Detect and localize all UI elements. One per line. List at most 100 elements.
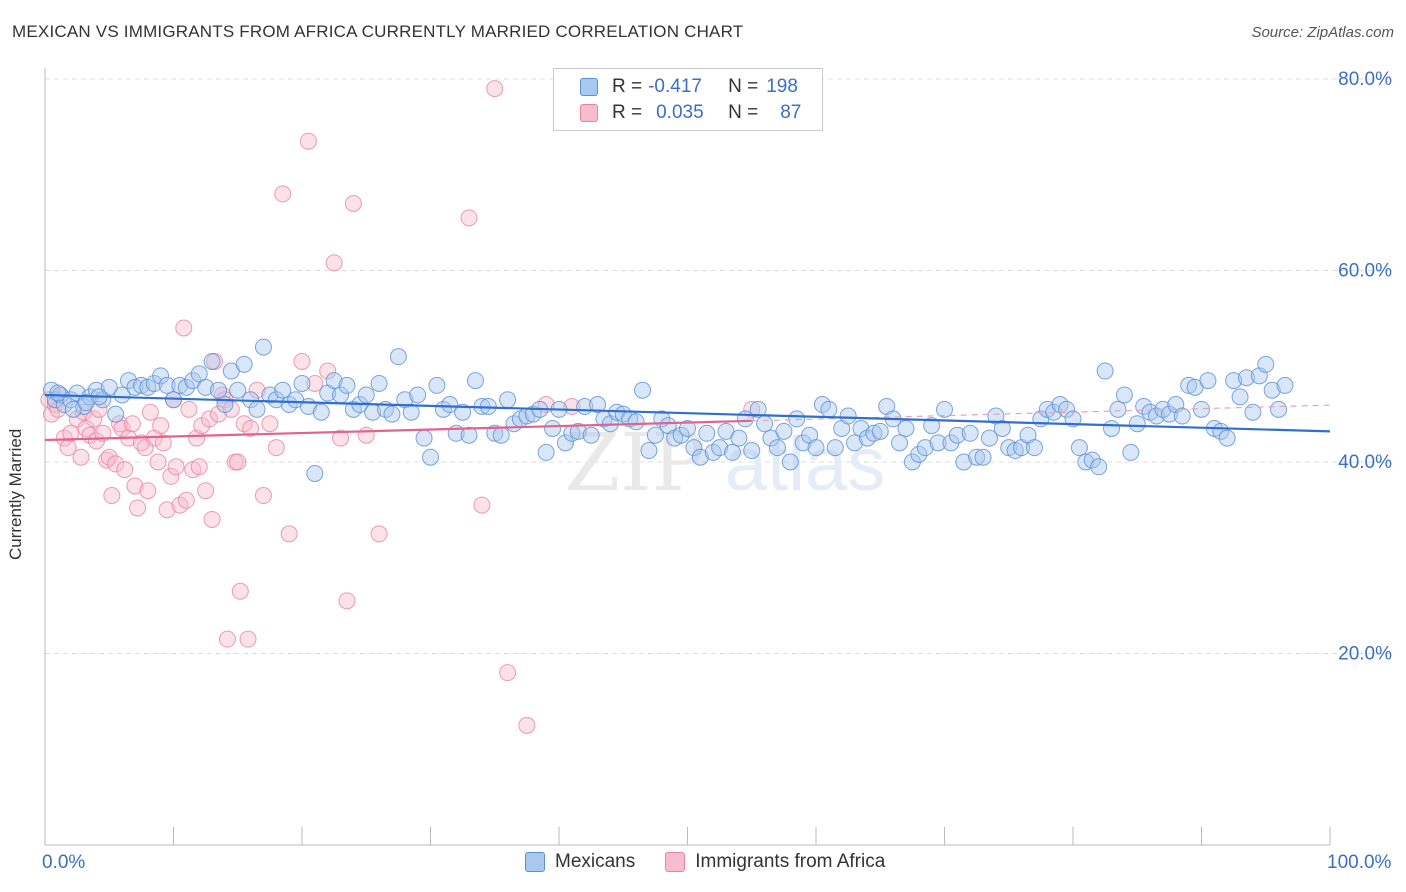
source-credit: Source: ZipAtlas.com: [1251, 24, 1394, 41]
mexicans-point: [749, 400, 767, 418]
africa-point: [274, 185, 292, 203]
mexicans-point: [1090, 458, 1108, 476]
mexicans-point: [788, 410, 806, 428]
correlation-legend: R = -0.417 N = 198 R = 0.035 N = 87: [553, 68, 823, 131]
mexicans-point: [338, 376, 356, 394]
africa-point: [62, 424, 80, 442]
africa-point: [167, 458, 185, 476]
africa-point: [242, 419, 260, 437]
mexicans-point: [723, 443, 741, 461]
mexicans-point: [113, 386, 131, 404]
watermark-zip: ZIP: [564, 416, 705, 509]
africa-trend-line: [44, 419, 752, 442]
africa-point: [499, 664, 517, 682]
mexicans-point: [1148, 407, 1166, 425]
mexicans-point: [993, 419, 1011, 437]
africa-point: [200, 410, 218, 428]
mexicans-point: [1218, 429, 1236, 447]
africa-point: [188, 429, 206, 447]
mexicans-point: [197, 378, 215, 396]
africa-point: [370, 525, 388, 543]
mexicans-point: [846, 434, 864, 452]
mexicans-point: [865, 424, 883, 442]
y-tick-label: 80.0%: [1338, 69, 1392, 90]
mexicans-point: [974, 448, 992, 466]
mexicans-point: [383, 405, 401, 423]
africa-point: [180, 400, 198, 418]
africa-point: [280, 525, 298, 543]
africa-point: [149, 453, 167, 471]
legend-row-africa: R = 0.035 N = 87: [580, 101, 801, 125]
mexicans-point: [389, 348, 407, 366]
series-legend-swatch-africa: [665, 852, 686, 872]
mexicans-point: [891, 434, 909, 452]
mexicans-point: [370, 374, 388, 392]
mexicans-point: [466, 372, 484, 390]
mexicans-point: [775, 422, 793, 440]
y-tick-label: 40.0%: [1338, 452, 1392, 473]
mexicans-point: [948, 426, 966, 444]
africa-point: [136, 439, 154, 457]
mexicans-point: [402, 403, 420, 421]
africa-point: [111, 415, 129, 433]
mexicans-point: [422, 448, 439, 466]
mexicans-point: [409, 386, 427, 404]
africa-point: [332, 429, 350, 447]
mexicans-point: [807, 439, 825, 457]
series-mexicans-points: [42, 338, 1294, 482]
mexicans-point: [357, 386, 375, 404]
mexicans-point: [1058, 400, 1076, 418]
africa-point: [743, 400, 761, 418]
mexicans-point: [1122, 443, 1140, 461]
mexicans-point: [1128, 415, 1146, 433]
mexicans-point: [768, 439, 786, 457]
mexicans-point: [293, 374, 311, 392]
mexicans-point: [537, 443, 555, 461]
mexicans-point: [248, 400, 266, 418]
legend-swatch-mexicans: [580, 78, 598, 96]
mexicans-point: [781, 453, 799, 471]
mexicans-point: [640, 442, 658, 460]
mexicans-point: [1077, 453, 1095, 471]
mexicans-point: [929, 434, 947, 452]
mexicans-point: [897, 419, 915, 437]
mexicans-point: [177, 378, 195, 396]
africa-point: [299, 132, 317, 150]
africa-point: [158, 501, 176, 519]
mexicans-point: [961, 424, 979, 442]
africa-point: [239, 630, 257, 648]
mexicans-point: [1070, 439, 1088, 457]
x-tick-label-max: 100.0%: [1327, 852, 1392, 873]
mexicans-point: [544, 419, 562, 437]
legend-n-label: N =: [728, 102, 759, 123]
mexicans-point: [1173, 407, 1191, 425]
mexicans-point: [1025, 439, 1043, 457]
mexicans-point: [1103, 419, 1121, 437]
africa-point: [231, 582, 249, 600]
legend-n-label: N =: [728, 76, 759, 97]
mexicans-point: [1096, 362, 1114, 380]
mexicans-point: [132, 376, 150, 394]
africa-point: [98, 451, 116, 469]
mexicans-point: [1160, 405, 1178, 423]
mexicans-point: [980, 429, 998, 447]
trend-lines: [44, 393, 1331, 442]
africa-point: [473, 496, 491, 514]
series-legend-label-africa: Immigrants from Africa: [695, 851, 886, 872]
africa-point: [203, 510, 221, 528]
mexicans-point: [235, 355, 253, 373]
mexicans-point: [229, 381, 247, 399]
africa-point: [254, 487, 272, 505]
y-tick-label: 60.0%: [1338, 261, 1392, 282]
mexicans-point: [698, 424, 716, 442]
axes: [44, 68, 1331, 846]
mexicans-point: [627, 413, 645, 431]
africa-point: [154, 434, 172, 452]
africa-point: [190, 458, 208, 476]
mexicans-point: [415, 429, 433, 447]
africa-point: [306, 374, 324, 392]
legend-swatch-africa: [580, 104, 598, 122]
africa-point: [197, 482, 215, 500]
mexicans-point: [325, 372, 343, 390]
